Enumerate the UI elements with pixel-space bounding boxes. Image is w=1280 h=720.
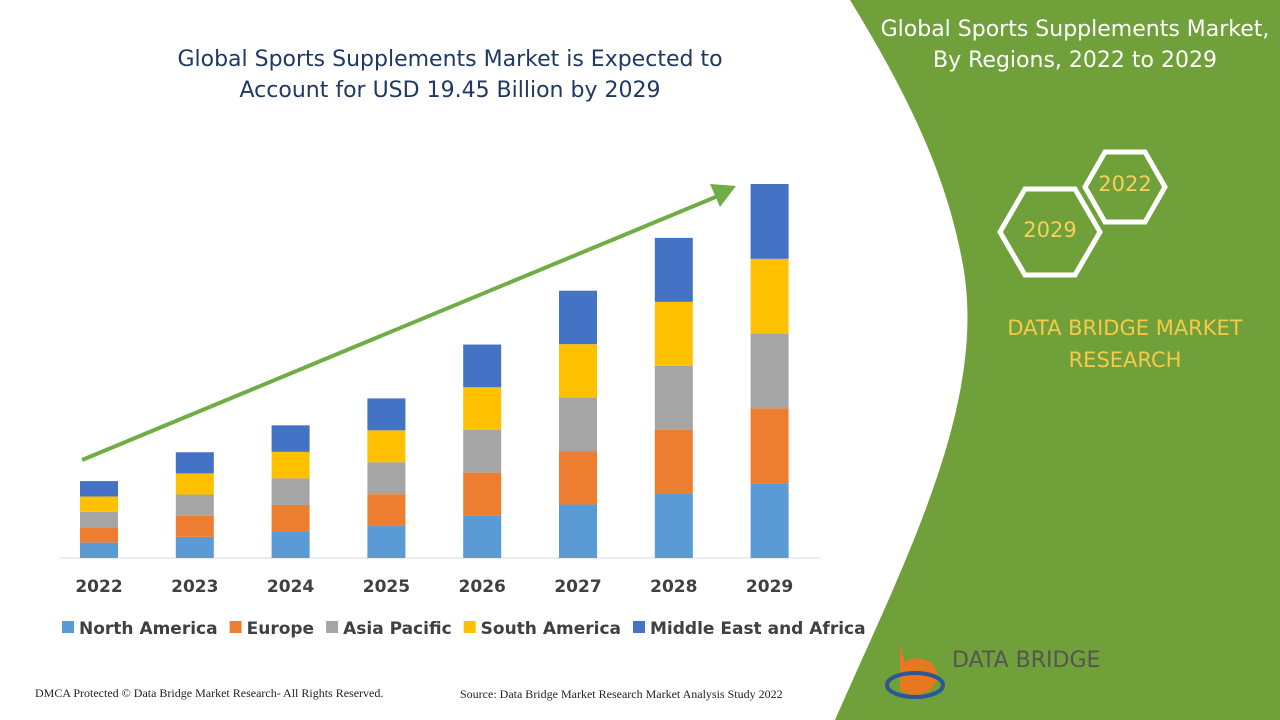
bar-segment: [750, 483, 789, 558]
bar-segment: [175, 515, 214, 537]
x-tick-label: 2023: [171, 577, 218, 597]
x-tick-label: 2026: [459, 577, 506, 597]
hexagon: [997, 186, 1103, 278]
legend-swatch: [62, 621, 74, 633]
bar-segment: [750, 333, 789, 409]
bar-segment: [175, 536, 214, 558]
bar-segment: [750, 184, 789, 259]
bar-segment: [559, 397, 597, 452]
bar-segment: [463, 387, 502, 430]
bar-segment: [559, 290, 597, 345]
bar-segment: [463, 429, 502, 473]
bar-segment: [463, 472, 502, 516]
bar-segment: [175, 452, 214, 474]
side-panel: [835, 0, 1280, 720]
hex-label: 2022: [1098, 172, 1152, 196]
panel-title: Global Sports Supplements Market, By Reg…: [880, 17, 1270, 73]
logo-text: DATA BRIDGE: [952, 648, 1101, 673]
bar-segment: [80, 511, 118, 528]
bar-segment: [654, 237, 693, 302]
bar-segment: [367, 398, 406, 431]
bar-segment: [271, 425, 310, 452]
legend-swatch: [463, 621, 476, 633]
hex-label: 2029: [1023, 218, 1077, 242]
logo-ring: [885, 671, 945, 699]
arrow-head: [710, 184, 736, 207]
bar-segment: [559, 451, 597, 505]
bar-segment: [175, 473, 214, 495]
legend-label: South America: [481, 619, 621, 639]
legend-swatch: [326, 621, 339, 633]
bar-segment: [559, 504, 597, 558]
bar-segment: [367, 430, 406, 463]
chart-title: Global Sports Supplements Market is Expe…: [177, 47, 723, 103]
chart-body: 2022 2023 2024 2025 2026 2027 2028 2029 North Am…: [62, 184, 866, 639]
bar-segment: [175, 494, 214, 516]
trend-arrow: [81, 194, 719, 462]
bar-segment: [271, 478, 310, 505]
bar-segment: [271, 531, 310, 558]
x-tick-label: 2022: [75, 577, 122, 597]
bar-segment: [80, 481, 118, 497]
bar-segment: [271, 451, 310, 479]
source: Source: Data Bridge Market Research Mark…: [460, 687, 783, 701]
x-tick-label: 2027: [554, 577, 601, 597]
bar-segment: [367, 494, 406, 527]
bar-segment: [463, 515, 502, 558]
x-tick-label: 2025: [363, 577, 410, 597]
bar-segment: [654, 301, 693, 366]
bar-segment: [80, 496, 118, 512]
legend-label: Asia Pacific: [343, 619, 452, 639]
x-tick-label: 2028: [650, 577, 697, 597]
copyright: DMCA Protected © Data Bridge Market Rese…: [35, 686, 384, 700]
bar-segment: [80, 527, 118, 543]
bar-segment: [367, 526, 406, 558]
bar-segment: [559, 344, 597, 398]
logo-mark: [900, 645, 938, 695]
legend-swatch: [229, 621, 242, 633]
bar-segment: [463, 344, 502, 388]
bar-segment: [750, 258, 789, 334]
bar-segment: [271, 504, 310, 532]
bar-segment: [367, 462, 406, 495]
bar-segment: [750, 408, 789, 484]
bar-segment: [654, 493, 693, 558]
legend-swatch: [633, 621, 645, 633]
bar-segment: [654, 429, 693, 494]
legend-label: Europe: [247, 619, 314, 639]
hexagon: [1082, 149, 1168, 225]
bar-segment: [80, 542, 118, 558]
legend-label: North America: [79, 619, 218, 639]
x-tick-label: 2029: [746, 577, 793, 597]
x-tick-label: 2024: [267, 577, 314, 597]
bar-segment: [654, 365, 693, 430]
legend-label: Middle East and Africa: [650, 619, 866, 639]
brand: DATA BRIDGE MARKET RESEARCH: [1007, 316, 1243, 372]
